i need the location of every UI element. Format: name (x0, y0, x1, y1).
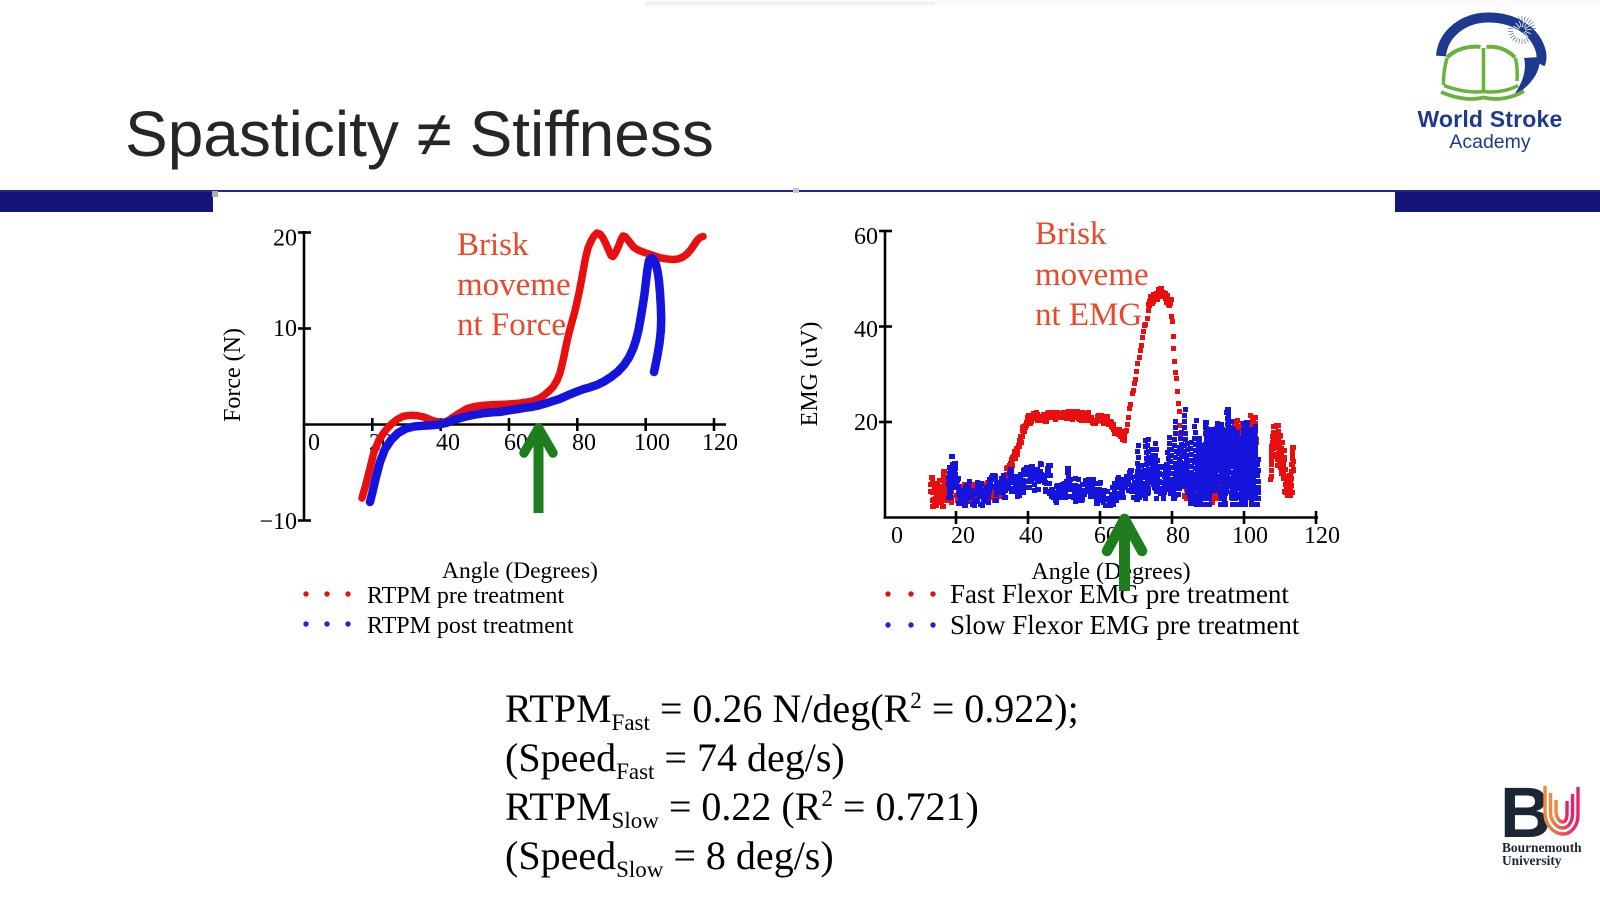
svg-text:120: 120 (702, 430, 738, 456)
svg-text:Angle (Degrees): Angle (Degrees) (1031, 559, 1190, 585)
svg-text:nt Force: nt Force (457, 307, 566, 343)
svg-text:20: 20 (951, 523, 975, 549)
svg-text:120: 120 (1304, 523, 1340, 549)
svg-text:Angle (Degrees): Angle (Degrees) (442, 558, 598, 584)
svg-text:Slow Flexor EMG pre treatment: Slow Flexor EMG pre treatment (950, 610, 1300, 640)
svg-text:−10: −10 (259, 509, 297, 535)
svg-text:Academy: Academy (1449, 131, 1531, 153)
svg-text:Force (N): Force (N) (220, 328, 246, 422)
svg-text:20: 20 (273, 226, 297, 252)
svg-text:moveme: moveme (457, 267, 571, 303)
svg-text:100: 100 (1232, 523, 1268, 549)
svg-text:B: B (1500, 774, 1551, 853)
svg-text:Brisk: Brisk (457, 227, 529, 263)
svg-text:Bournemouth: Bournemouth (1502, 840, 1582, 855)
svg-text:40: 40 (1019, 523, 1043, 549)
svg-text:80: 80 (1166, 523, 1190, 549)
svg-text:World Stroke: World Stroke (1417, 106, 1562, 132)
svg-text:0: 0 (308, 430, 320, 456)
svg-text:RTPM post treatment: RTPM post treatment (367, 613, 574, 639)
svg-text:EMG (uV): EMG (uV) (797, 322, 823, 427)
svg-text:Brisk: Brisk (1035, 216, 1107, 252)
svg-text:40: 40 (854, 317, 878, 343)
svg-text:University: University (1502, 853, 1562, 868)
svg-text:80: 80 (572, 430, 596, 456)
svg-text:RTPM pre treatment: RTPM pre treatment (367, 583, 565, 609)
svg-text:nt EMG: nt EMG (1035, 297, 1142, 333)
svg-text:20: 20 (854, 410, 878, 436)
svg-text:40: 40 (436, 430, 460, 456)
svg-text:0: 0 (891, 523, 903, 549)
svg-text:10: 10 (273, 316, 297, 342)
svg-text:60: 60 (854, 224, 878, 250)
svg-text:100: 100 (634, 430, 670, 456)
svg-text:moveme: moveme (1035, 257, 1149, 293)
